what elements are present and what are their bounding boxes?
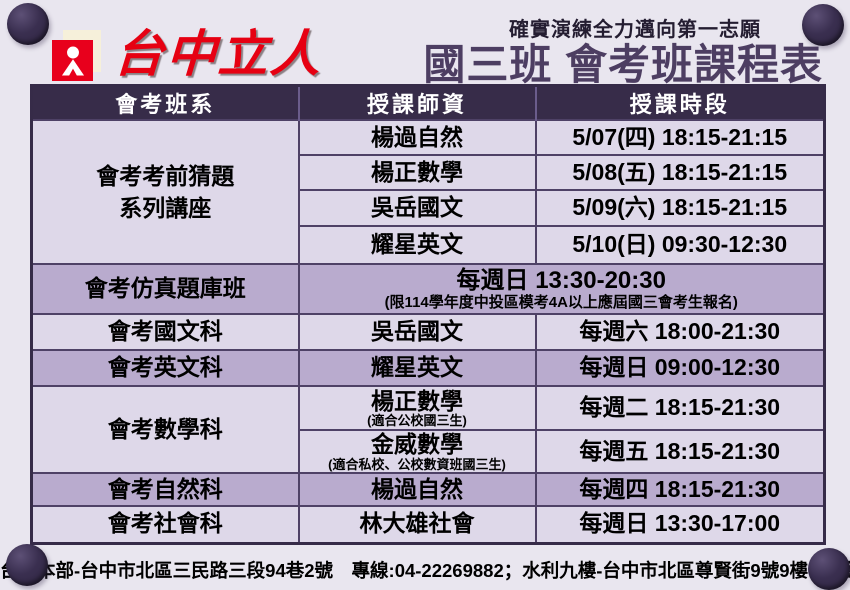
table-row: 耀星英文 5/10(日) 09:30-12:30 <box>32 225 826 265</box>
column-header-teacher: 授課師資 <box>297 85 536 120</box>
table-row: 會考仿真題庫班 每週日 13:30-20:30 (限114學年度中投區模考4A以… <box>30 263 826 315</box>
table-row: 會考國文科 吳岳國文 每週六 18:00-21:30 <box>30 313 826 351</box>
brand-name: 台中立人 <box>112 24 324 83</box>
math-teacher-1: 楊正數學 <box>371 387 463 414</box>
time-cell: 每週四 18:15-21:30 <box>534 472 826 507</box>
table-row: 吳岳國文 5/09(六) 18:15-21:15 <box>32 189 826 227</box>
teacher-cell: 吳岳國文 <box>297 189 537 227</box>
column-header-series: 會考班系 <box>31 85 299 120</box>
series-guess-line1: 會考考前猜題 <box>96 162 235 189</box>
time-cell: 5/09(六) 18:15-21:15 <box>534 189 826 227</box>
series-cell-social: 會考社會科 <box>30 505 300 544</box>
corner-pin-top-left <box>7 3 49 45</box>
title-block: 確實演練全力邁向第一志願 國三班 會考班課程表 <box>423 13 823 88</box>
corner-pin-top-right <box>802 4 844 46</box>
series-cell-english: 會考英文科 <box>30 349 300 387</box>
corner-pin-bottom-right <box>808 548 850 590</box>
series-guess-line2: 系列講座 <box>119 195 212 221</box>
mock-time-main: 每週日 13:30-20:30 <box>456 266 666 294</box>
teacher-cell: 吳岳國文 <box>297 313 537 351</box>
time-cell: 每週二 18:15-21:30 <box>534 385 826 431</box>
table-row: 楊正數學 5/08(五) 18:15-21:15 <box>32 154 826 191</box>
series-cell-guess: 會考考前猜題 系列講座 <box>30 119 300 265</box>
brand-logo: 台中立人 <box>52 24 324 83</box>
table-header-row: 會考班系 授課師資 授課時段 <box>31 85 825 120</box>
math-teacher-2: 金威數學 <box>371 431 463 458</box>
math-teacher-2-note: (適合私校、公校數資班國三生) <box>328 456 506 472</box>
teacher-cell: 耀星英文 <box>297 225 537 265</box>
time-cell: 5/10(日) 09:30-12:30 <box>534 225 826 265</box>
teacher-cell: 楊正數學 (適合公校國三生) <box>297 385 537 431</box>
teacher-cell: 楊過自然 <box>297 472 537 507</box>
poster-header: 台中立人 確實演練全力邁向第一志願 國三班 會考班課程表 <box>0 0 850 88</box>
math-teacher-1-note: (適合公校國三生) <box>367 413 467 429</box>
course-schedule-table: 會考班系 授課師資 授課時段 會考考前猜題 系列講座 楊過自然 5/07(四) … <box>30 84 826 545</box>
mock-time-note: (限114學年度中投區模考4A以上應屆國三會考生報名) <box>384 293 738 311</box>
person-logo-icon <box>52 26 104 82</box>
time-cell: 每週六 18:00-21:30 <box>534 313 826 351</box>
series-cell-science: 會考自然科 <box>30 472 300 507</box>
table-row: 會考數學科 楊正數學 (適合公校國三生) 每週二 18:15-21:30 <box>30 385 826 474</box>
corner-pin-bottom-left <box>6 544 48 586</box>
series-cell-math: 會考數學科 <box>30 385 300 474</box>
series-cell-mock: 會考仿真題庫班 <box>30 263 300 315</box>
table-row: 金威數學 (適合私校、公校數資班國三生) 每週五 18:15-21:30 <box>32 429 826 474</box>
page-title: 國三班 會考班課程表 <box>423 41 823 88</box>
time-cell: 每週日 13:30-17:00 <box>534 505 826 544</box>
series-cell-chinese: 會考國文科 <box>30 313 300 351</box>
footer-contact: 台中本部-台中市北區三民路三段94巷2號 專線:04-22269882；水利九樓… <box>0 560 850 581</box>
teacher-cell: 楊正數學 <box>297 154 537 191</box>
teacher-cell: 林大雄社會 <box>297 505 537 544</box>
slogan-text: 確實演練全力邁向第一志願 <box>509 19 761 41</box>
table-row: 會考社會科 林大雄社會 每週日 13:30-17:00 <box>30 505 826 544</box>
teacher-cell: 金威數學 (適合私校、公校數資班國三生) <box>297 429 537 474</box>
table-row: 會考自然科 楊過自然 每週四 18:15-21:30 <box>30 472 826 507</box>
time-cell: 每週五 18:15-21:30 <box>534 429 826 474</box>
table-row: 會考考前猜題 系列講座 楊過自然 5/07(四) 18:15-21:15 <box>30 119 826 265</box>
mock-time-cell: 每週日 13:30-20:30 (限114學年度中投區模考4A以上應屆國三會考生… <box>297 263 826 315</box>
teacher-cell: 楊過自然 <box>297 119 537 156</box>
column-header-time: 授課時段 <box>534 85 825 120</box>
table-row: 會考英文科 耀星英文 每週日 09:00-12:30 <box>30 349 826 387</box>
time-cell: 每週日 09:00-12:30 <box>534 349 826 387</box>
time-cell: 5/08(五) 18:15-21:15 <box>534 154 826 191</box>
teacher-cell: 耀星英文 <box>297 349 537 387</box>
standing-person-glyph <box>61 46 84 75</box>
logo-red-square <box>52 40 93 81</box>
time-cell: 5/07(四) 18:15-21:15 <box>534 119 826 156</box>
